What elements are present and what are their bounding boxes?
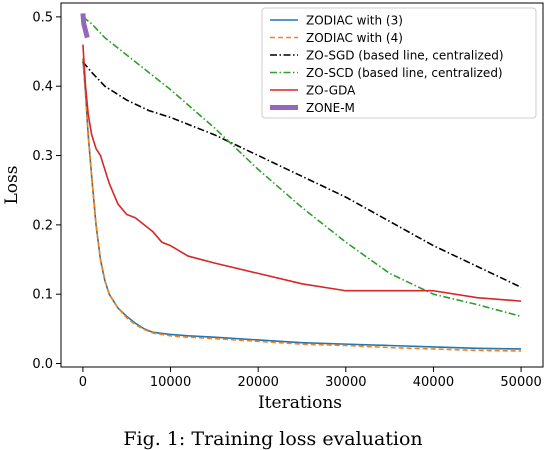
x-tick-label: 20000 — [238, 375, 279, 390]
legend: ZODIAC with (3) ZODIAC with (4) ZO-SGD (ba… — [261, 7, 537, 119]
plot-frame — [60, 2, 544, 368]
legend-label-0: ZODIAC with (3) — [306, 14, 403, 28]
y-axis-title: Loss — [2, 166, 22, 205]
series-line-2 — [82, 61, 522, 288]
series-line-1 — [82, 58, 522, 352]
y-tick-label: 0.4 — [32, 80, 53, 95]
legend-label-2: ZO-SGD (based line, centralized) — [306, 49, 504, 63]
y-tick-label: 0.3 — [32, 149, 53, 164]
series-line-4 — [82, 44, 522, 302]
x-tick-label: 40000 — [413, 375, 454, 390]
x-tick-label: 50000 — [500, 375, 541, 390]
figure-caption: Fig. 1: Training loss evaluation — [123, 428, 423, 450]
y-tick-label: 0.0 — [32, 357, 53, 372]
legend-label-5: ZONE-M — [306, 101, 355, 115]
legend-label-3: ZO-SCD (based line, centralized) — [306, 66, 503, 80]
y-tick-label: 0.2 — [32, 218, 53, 233]
y-tick-label: 0.5 — [32, 10, 53, 25]
legend-label-1: ZODIAC with (4) — [306, 31, 403, 45]
legend-label-4: ZO-GDA — [306, 84, 356, 98]
legend-box — [261, 7, 537, 119]
axis-ticks: 0 10000 20000 30000 40000 50000 0.0 0.1 0.2 0.3 0.… — [32, 10, 541, 390]
x-tick-label: 30000 — [325, 375, 366, 390]
series-line-5 — [80, 13, 90, 39]
x-tick-label: 10000 — [150, 375, 191, 390]
y-tick-label: 0.1 — [32, 288, 53, 303]
series-lines — [80, 13, 522, 352]
x-axis-title: Iterations — [258, 393, 342, 413]
x-tick-label: 0 — [79, 375, 87, 390]
